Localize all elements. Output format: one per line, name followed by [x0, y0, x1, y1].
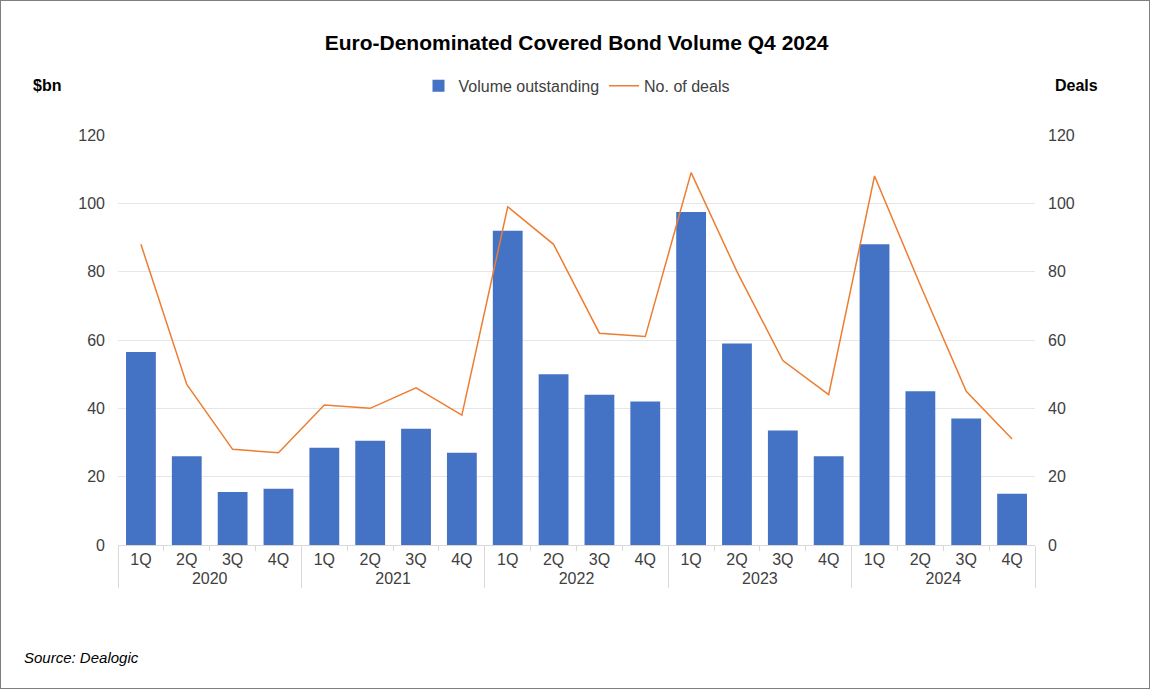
svg-text:4Q: 4Q: [268, 551, 289, 568]
svg-text:Source: Dealogic: Source: Dealogic: [24, 649, 139, 666]
svg-text:120: 120: [1048, 127, 1075, 144]
svg-text:3Q: 3Q: [405, 551, 426, 568]
svg-text:4Q: 4Q: [451, 551, 472, 568]
svg-text:3Q: 3Q: [956, 551, 977, 568]
svg-text:1Q: 1Q: [680, 551, 701, 568]
svg-text:2Q: 2Q: [910, 551, 931, 568]
svg-text:80: 80: [87, 263, 105, 280]
svg-text:2020: 2020: [192, 570, 228, 587]
svg-text:3Q: 3Q: [589, 551, 610, 568]
svg-text:2Q: 2Q: [176, 551, 197, 568]
svg-text:3Q: 3Q: [772, 551, 793, 568]
svg-text:$bn: $bn: [33, 77, 61, 94]
svg-text:2024: 2024: [926, 570, 962, 587]
svg-text:1Q: 1Q: [864, 551, 885, 568]
svg-text:Deals: Deals: [1055, 77, 1098, 94]
svg-text:80: 80: [1048, 263, 1066, 280]
svg-text:40: 40: [1048, 400, 1066, 417]
svg-text:Euro-Denominated Covered Bond: Euro-Denominated Covered Bond Volume Q4 …: [325, 31, 829, 54]
svg-text:100: 100: [78, 195, 105, 212]
svg-text:40: 40: [87, 400, 105, 417]
svg-text:0: 0: [1048, 537, 1057, 554]
svg-text:60: 60: [1048, 332, 1066, 349]
svg-text:2Q: 2Q: [726, 551, 747, 568]
svg-text:2023: 2023: [742, 570, 778, 587]
svg-text:2Q: 2Q: [360, 551, 381, 568]
svg-text:Volume outstanding: Volume outstanding: [459, 78, 600, 95]
svg-text:4Q: 4Q: [818, 551, 839, 568]
svg-text:0: 0: [96, 537, 105, 554]
svg-text:120: 120: [78, 127, 105, 144]
svg-text:100: 100: [1048, 195, 1075, 212]
svg-text:1Q: 1Q: [314, 551, 335, 568]
svg-text:4Q: 4Q: [1001, 551, 1022, 568]
svg-text:20: 20: [1048, 468, 1066, 485]
svg-text:60: 60: [87, 332, 105, 349]
svg-text:2022: 2022: [559, 570, 595, 587]
svg-text:1Q: 1Q: [497, 551, 518, 568]
svg-text:20: 20: [87, 468, 105, 485]
svg-text:3Q: 3Q: [222, 551, 243, 568]
svg-text:2Q: 2Q: [543, 551, 564, 568]
svg-text:4Q: 4Q: [635, 551, 656, 568]
svg-text:2021: 2021: [375, 570, 411, 587]
svg-text:1Q: 1Q: [130, 551, 151, 568]
svg-text:No. of deals: No. of deals: [644, 78, 729, 95]
